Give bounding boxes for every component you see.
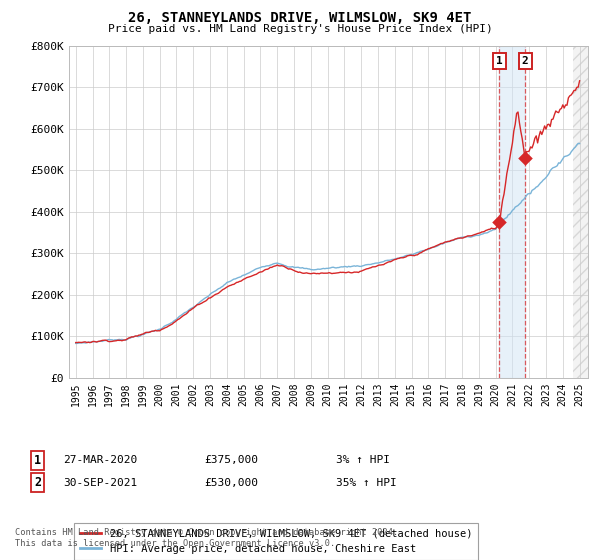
Bar: [499, 46, 525, 378]
Text: £375,000: £375,000: [204, 455, 258, 465]
Text: Price paid vs. HM Land Registry's House Price Index (HPI): Price paid vs. HM Land Registry's House …: [107, 24, 493, 34]
Text: 3% ↑ HPI: 3% ↑ HPI: [336, 455, 390, 465]
Text: 2: 2: [521, 56, 529, 66]
Text: 1: 1: [496, 56, 503, 66]
Text: Contains HM Land Registry data © Crown copyright and database right 2024.
This d: Contains HM Land Registry data © Crown c…: [15, 528, 398, 548]
Text: £530,000: £530,000: [204, 478, 258, 488]
Text: 26, STANNEYLANDS DRIVE, WILMSLOW, SK9 4ET: 26, STANNEYLANDS DRIVE, WILMSLOW, SK9 4E…: [128, 11, 472, 25]
Text: 2: 2: [34, 476, 41, 489]
Text: 27-MAR-2020: 27-MAR-2020: [63, 455, 137, 465]
Text: 1: 1: [34, 454, 41, 467]
Point: [520, 153, 530, 162]
Text: 30-SEP-2021: 30-SEP-2021: [63, 478, 137, 488]
Point: [494, 218, 504, 227]
Text: 35% ↑ HPI: 35% ↑ HPI: [336, 478, 397, 488]
Legend: 26, STANNEYLANDS DRIVE, WILMSLOW, SK9 4ET (detached house), HPI: Average price, : 26, STANNEYLANDS DRIVE, WILMSLOW, SK9 4E…: [74, 522, 478, 560]
